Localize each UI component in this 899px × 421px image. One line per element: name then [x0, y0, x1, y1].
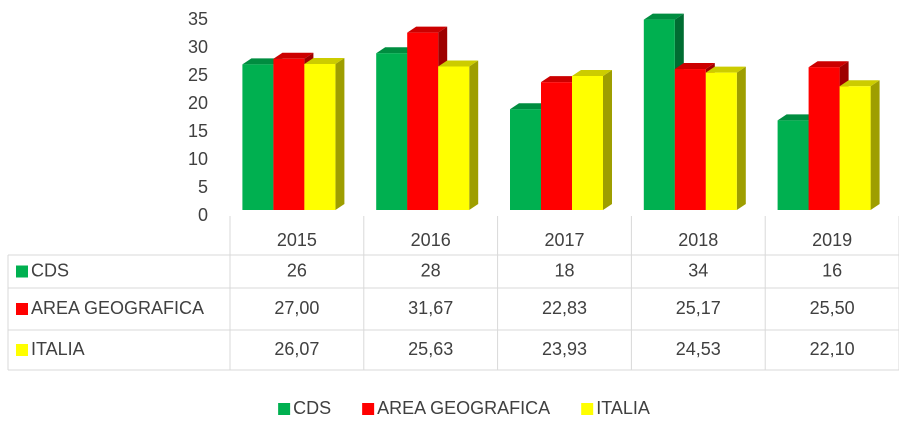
table-cell: 25,17 [676, 298, 721, 318]
bar [777, 120, 809, 210]
bar-top [643, 13, 684, 20]
y-tick-label: 10 [188, 149, 208, 169]
x-tick-label: 2017 [544, 230, 584, 250]
bar [541, 82, 572, 210]
legend-key [362, 403, 375, 415]
table-legend-key [16, 303, 28, 315]
table-cell: 34 [688, 260, 708, 280]
table-row-label: CDS [31, 260, 69, 280]
bar-top [242, 58, 283, 65]
bar-top [777, 114, 818, 121]
bar [242, 64, 274, 211]
bar-side [870, 80, 880, 211]
y-tick-label: 35 [188, 9, 208, 29]
bar-top [376, 47, 417, 54]
bar [376, 53, 408, 211]
bar-top [808, 61, 849, 68]
legend-key [278, 403, 291, 415]
bar [273, 58, 305, 210]
bar-side [335, 58, 345, 211]
y-tick-label: 20 [188, 93, 208, 113]
bar-side [469, 60, 479, 210]
table-cell: 28 [421, 260, 441, 280]
x-tick-label: 2015 [277, 230, 317, 250]
bar [304, 64, 336, 211]
y-tick-label: 15 [188, 121, 208, 141]
bar [510, 109, 541, 210]
bar-top [510, 103, 550, 110]
table-cell: 31,67 [408, 298, 453, 318]
bar [643, 19, 675, 210]
bar-top [674, 63, 715, 70]
table-cell: 22,10 [810, 339, 855, 359]
bar-top [407, 26, 448, 33]
y-tick-label: 25 [188, 65, 208, 85]
bar-top [705, 66, 746, 73]
bar [839, 86, 871, 210]
bar-top [273, 52, 314, 59]
legend-key [581, 403, 594, 415]
bar-top [839, 80, 880, 87]
y-tick-label: 30 [188, 37, 208, 57]
x-tick-label: 2018 [678, 230, 718, 250]
x-tick-label: 2016 [411, 230, 451, 250]
bar-top [541, 76, 581, 83]
bar [674, 69, 706, 210]
table-cell: 26,07 [274, 339, 319, 359]
bar [438, 66, 470, 210]
bar-top [304, 58, 345, 65]
table-cell: 25,50 [810, 298, 855, 318]
x-tick-label: 2019 [812, 230, 852, 250]
bar-side [603, 69, 612, 210]
table-legend-key [16, 344, 28, 356]
table-cell: 16 [822, 260, 842, 280]
bar-top [572, 69, 612, 76]
bar [407, 32, 439, 211]
legend-label: AREA GEOGRAFICA [377, 398, 550, 418]
y-tick-label: 0 [198, 205, 208, 225]
table-cell: 23,93 [542, 339, 587, 359]
table-legend-key [16, 265, 28, 278]
bar [572, 75, 603, 210]
table-cell: 18 [554, 260, 574, 280]
table-row-label: AREA GEOGRAFICA [31, 298, 204, 318]
bar [808, 67, 840, 210]
legend-label: CDS [293, 398, 331, 418]
table-cell: 25,63 [408, 339, 453, 359]
table-row-label: ITALIA [31, 339, 85, 359]
table-cell: 24,53 [676, 339, 721, 359]
y-tick-label: 5 [198, 177, 208, 197]
bar [705, 72, 737, 210]
legend-label: ITALIA [596, 398, 650, 418]
table-cell: 26 [287, 260, 307, 280]
bar-side [736, 66, 746, 210]
table-cell: 27,00 [274, 298, 319, 318]
bar-top [438, 60, 479, 67]
table-cell: 22,83 [542, 298, 587, 318]
